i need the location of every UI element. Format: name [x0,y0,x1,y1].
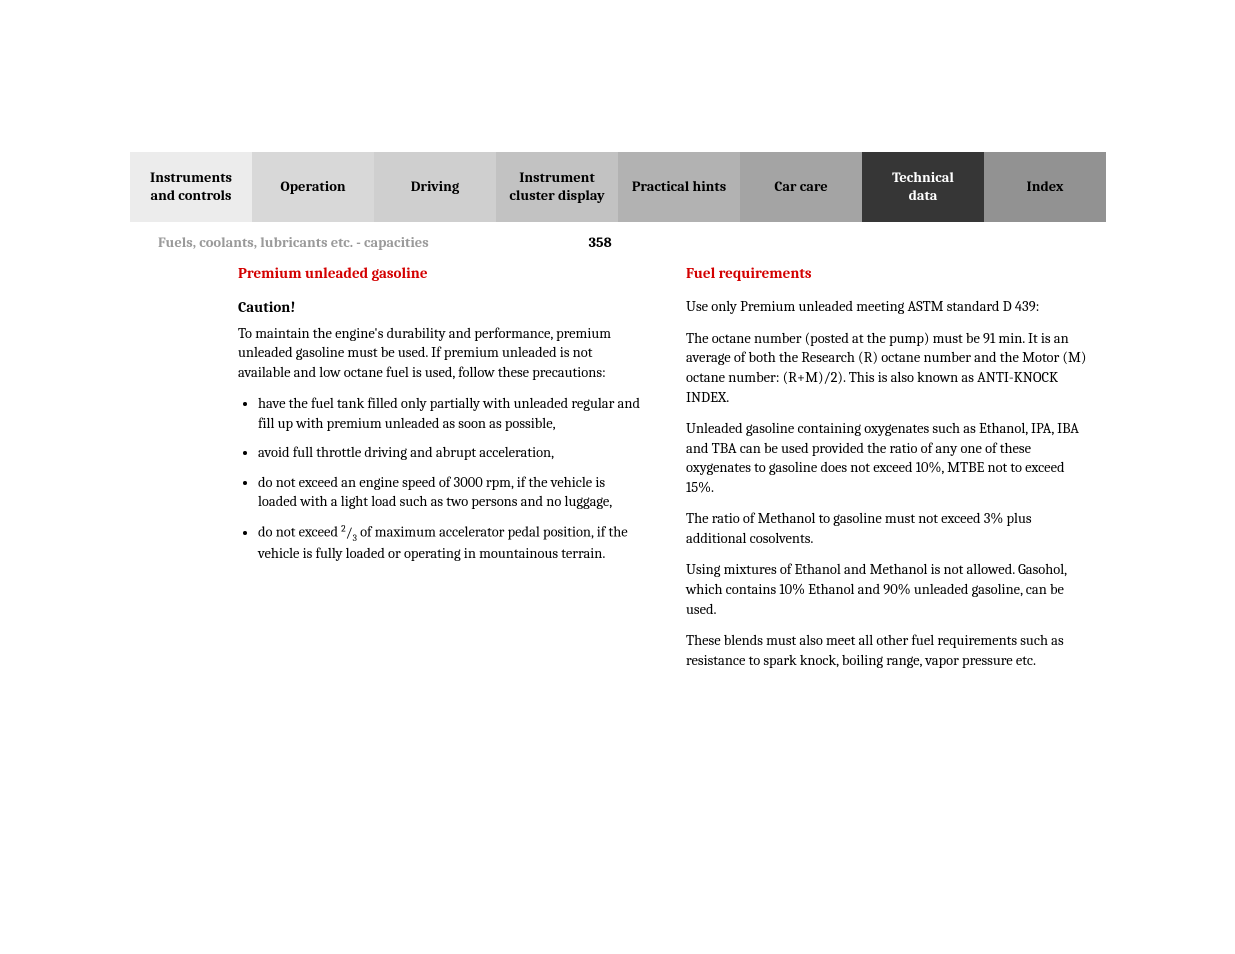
right-para: Unleaded gasoline containing oxygenates … [686,419,1094,497]
tab-instruments-controls[interactable]: Instrumentsand controls [130,152,252,222]
tab-technical-data[interactable]: Technicaldata [862,152,984,222]
precaution-list: have the fuel tank filled only partially… [238,394,646,564]
tab-operation[interactable]: Operation [252,152,374,222]
list-item: have the fuel tank filled only partially… [258,394,646,433]
tab-practical-hints[interactable]: Practical hints [618,152,740,222]
bullet4-prefix: do not exceed [258,524,341,541]
right-heading: Fuel requirements [686,263,1094,283]
content-columns: Premium unleaded gasoline Caution! To ma… [130,263,1106,682]
manual-page: Instrumentsand controls Operation Drivin… [130,152,1106,682]
page-header: Fuels, coolants, lubricants etc. - capac… [130,222,1106,263]
tab-car-care[interactable]: Car care [740,152,862,222]
right-column: Fuel requirements Use only Premium unlea… [686,263,1094,682]
right-para: These blends must also meet all other fu… [686,631,1094,670]
tab-index[interactable]: Index [984,152,1106,222]
right-para: The octane number (posted at the pump) m… [686,329,1094,407]
breadcrumb: Fuels, coolants, lubricants etc. - capac… [158,234,429,251]
right-para: Use only Premium unleaded meeting ASTM s… [686,297,1094,317]
caution-label: Caution! [238,297,646,317]
tab-instrument-cluster[interactable]: Instrumentcluster display [496,152,618,222]
left-column: Premium unleaded gasoline Caution! To ma… [238,263,646,682]
page-number: 358 [589,234,612,251]
fraction-numerator: 2 [341,523,346,534]
tab-bar: Instrumentsand controls Operation Drivin… [130,152,1106,222]
list-item: avoid full throttle driving and abrupt a… [258,443,646,463]
right-para: Using mixtures of Ethanol and Methanol i… [686,560,1094,619]
list-item: do not exceed an engine speed of 3000 rp… [258,473,646,512]
left-intro: To maintain the engine's durability and … [238,324,646,383]
tab-driving[interactable]: Driving [374,152,496,222]
fraction-two-thirds: 2/3 [341,526,357,541]
left-heading: Premium unleaded gasoline [238,263,646,283]
list-item: do not exceed 2/3 of maximum accelerator… [258,522,646,564]
right-para: The ratio of Methanol to gasoline must n… [686,509,1094,548]
